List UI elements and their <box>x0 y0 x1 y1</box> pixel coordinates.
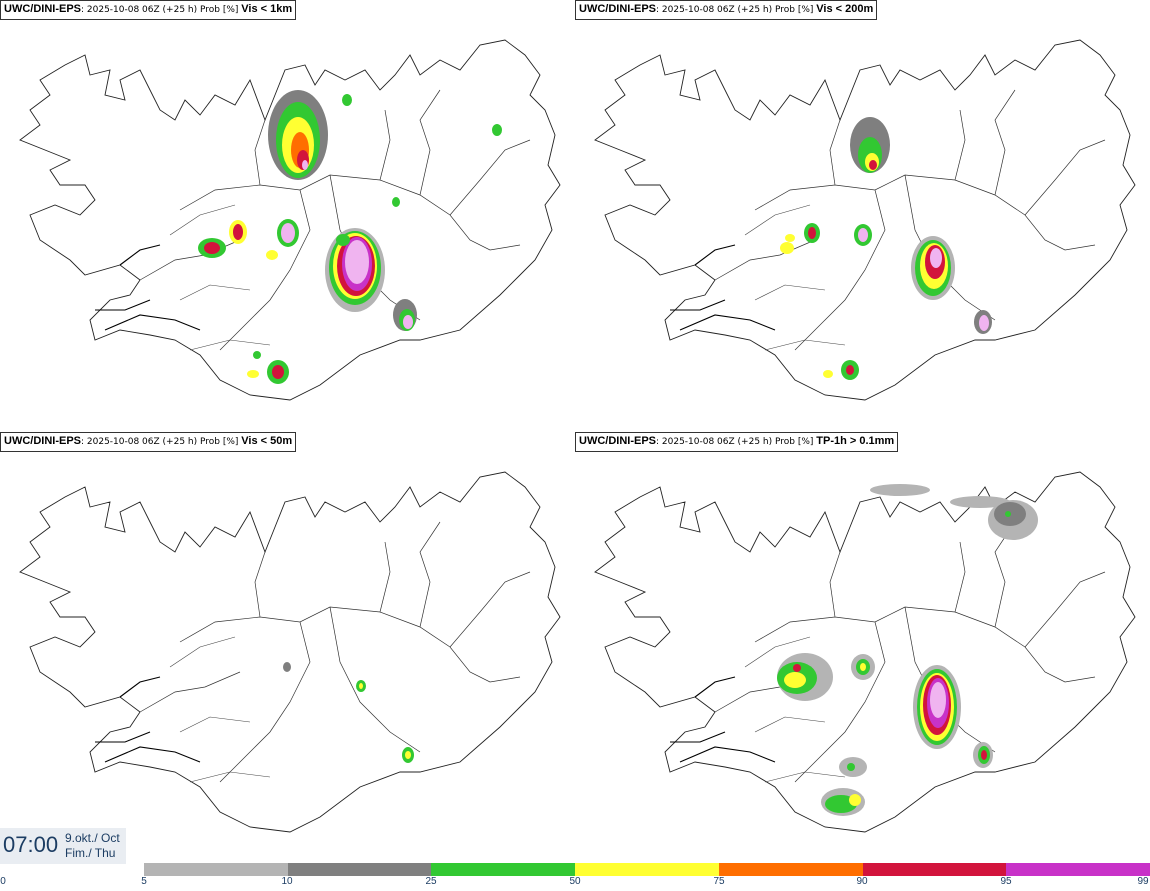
valid-time-box: 07:00 9.okt./ Oct Fim./ Thu <box>0 828 126 864</box>
colorbar-segment <box>1006 863 1150 876</box>
prob-blob-south <box>247 94 502 384</box>
variable-name: TP-1h > 0.1mm <box>816 435 895 447</box>
panel-title: UWC/DINI-EPS: 2025-10-08 06Z (+25 h) Pro… <box>0 0 297 20</box>
map-panel-vis-1km: UWC/DINI-EPS: 2025-10-08 06Z (+25 h) Pro… <box>0 0 575 432</box>
variable-name: Vis < 50m <box>241 435 293 447</box>
colorbar-tick-label: 25 <box>425 876 437 887</box>
map-vis-50m <box>19 471 561 833</box>
prob-blob-central <box>913 665 961 749</box>
colorbar-tick-label: 10 <box>281 876 293 887</box>
prob-blob-small <box>283 662 414 763</box>
prob-blob-west <box>198 219 350 260</box>
prob-blob-central <box>325 228 385 312</box>
colorbar-tick-label: 90 <box>856 876 868 887</box>
panel-title: UWC/DINI-EPS: 2025-10-08 06Z (+25 h) Pro… <box>575 0 878 20</box>
valid-date-line1: 9.okt./ Oct <box>65 831 120 845</box>
colorbar-segment <box>862 863 1007 876</box>
valid-date: 9.okt./ Oct Fim./ Thu <box>65 831 120 861</box>
colorbar-tick-label: 5 <box>141 876 147 887</box>
prob-blob-southeast <box>393 299 417 331</box>
prob-blob-southeast <box>823 310 992 380</box>
model-name: UWC/DINI-EPS <box>579 435 656 447</box>
model-name: UWC/DINI-EPS <box>4 3 81 15</box>
colorbar-segment <box>575 863 719 876</box>
run-info: : 2025-10-08 06Z (+25 h) Prob [%] <box>656 5 817 15</box>
map-panel-precip: UWC/DINI-EPS: 2025-10-08 06Z (+25 h) Pro… <box>575 432 1150 864</box>
colorbar-tick-label: 95 <box>1000 876 1012 887</box>
model-name: UWC/DINI-EPS <box>579 3 656 15</box>
colorbar-segment <box>144 863 288 876</box>
panel-title: UWC/DINI-EPS: 2025-10-08 06Z (+25 h) Pro… <box>0 432 297 452</box>
prob-blob-west <box>777 653 875 701</box>
colorbar-segment <box>287 863 432 876</box>
valid-time: 07:00 <box>3 832 59 857</box>
map-vis-200m <box>594 39 1136 401</box>
run-info: : 2025-10-08 06Z (+25 h) Prob [%] <box>81 437 242 447</box>
run-info: : 2025-10-08 06Z (+25 h) Prob [%] <box>656 437 817 447</box>
colorbar-tick-label: 0 <box>0 876 6 887</box>
prob-blob-south <box>821 742 993 816</box>
prob-blob-north <box>268 90 328 180</box>
prob-blob-central <box>911 236 955 300</box>
run-info: : 2025-10-08 06Z (+25 h) Prob [%] <box>81 5 242 15</box>
colorbar-segment <box>718 863 863 876</box>
map-vis-1km <box>19 39 561 401</box>
prob-blob-west <box>780 223 872 254</box>
map-precip <box>594 471 1136 833</box>
panel-title: UWC/DINI-EPS: 2025-10-08 06Z (+25 h) Pro… <box>575 432 899 452</box>
prob-blob-northeast <box>870 484 1038 540</box>
prob-blob-north <box>850 117 890 173</box>
colorbar-tick-label: 99 <box>1137 876 1149 887</box>
model-name: UWC/DINI-EPS <box>4 435 81 447</box>
colorbar-tick-label: 75 <box>713 876 725 887</box>
colorbar-segment <box>431 863 576 876</box>
map-panel-vis-200m: UWC/DINI-EPS: 2025-10-08 06Z (+25 h) Pro… <box>575 0 1150 432</box>
colorbar-tick-label: 50 <box>569 876 581 887</box>
variable-name: Vis < 1km <box>241 3 293 15</box>
valid-date-line2: Fim./ Thu <box>65 846 116 860</box>
probability-colorbar <box>144 863 1150 876</box>
map-panel-vis-50m: UWC/DINI-EPS: 2025-10-08 06Z (+25 h) Pro… <box>0 432 575 864</box>
variable-name: Vis < 200m <box>816 3 874 15</box>
